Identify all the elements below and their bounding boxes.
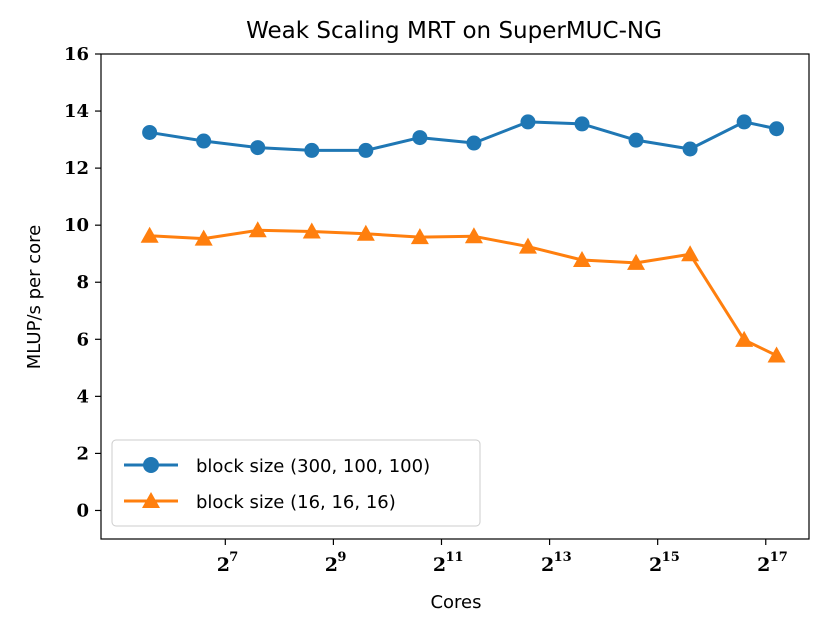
y-tick-label: 6 (76, 329, 89, 350)
data-point (769, 121, 785, 137)
x-tick-label: 2 (433, 554, 446, 576)
legend-label-series-1: block size (300, 100, 100) (196, 456, 430, 477)
y-tick-label: 16 (64, 44, 89, 65)
y-tick-label: 0 (76, 500, 89, 521)
data-point (358, 142, 374, 158)
y-axis: 0 2 4 6 8 10 12 14 16 (64, 44, 101, 521)
y-tick-label: 14 (64, 101, 89, 122)
data-point (518, 237, 537, 254)
data-point (464, 227, 483, 244)
data-point (735, 330, 754, 347)
data-point (248, 221, 267, 238)
x-tick-exponent: 11 (445, 550, 463, 565)
data-point (520, 114, 536, 130)
data-point (767, 346, 786, 363)
x-axis: 2 7 2 9 2 11 2 13 2 15 2 17 (217, 539, 788, 576)
data-point (682, 141, 698, 157)
x-tick-label: 2 (217, 554, 230, 576)
data-point (736, 114, 752, 130)
y-tick-label: 12 (64, 158, 89, 179)
x-tick-exponent: 17 (770, 550, 788, 565)
data-point (410, 228, 429, 245)
legend-marker-series-2 (142, 492, 160, 508)
x-tick-label: 2 (325, 554, 338, 576)
data-point (196, 133, 212, 149)
x-tick-exponent: 7 (229, 550, 238, 565)
legend-frame (111, 439, 481, 527)
x-tick-label: 2 (649, 554, 662, 576)
data-point (142, 124, 158, 140)
chart-title: Weak Scaling MRT on SuperMUC-NG (246, 18, 662, 44)
data-point (356, 224, 375, 241)
x-tick-exponent: 15 (662, 550, 680, 565)
x-axis-label: Cores (430, 592, 481, 613)
data-point (681, 245, 700, 262)
x-tick-exponent: 13 (554, 550, 572, 565)
data-point (250, 140, 266, 156)
series-line-1 (149, 120, 777, 152)
data-point (412, 130, 428, 146)
y-axis-label: MLUP/s per core (24, 225, 45, 369)
x-tick-label: 2 (757, 554, 770, 576)
y-tick-label: 2 (76, 443, 89, 464)
plot-area (140, 114, 786, 363)
data-point (302, 222, 321, 239)
data-point (194, 229, 213, 246)
series-line-2 (149, 228, 778, 357)
data-point (304, 142, 320, 158)
y-tick-label: 8 (76, 272, 89, 293)
data-point (574, 116, 590, 132)
data-point (573, 250, 592, 267)
data-point (628, 132, 644, 148)
data-point (627, 253, 646, 270)
legend-marker-series-1 (143, 457, 159, 473)
plot-frame (100, 53, 810, 540)
legend-label-series-2: block size (16, 16, 16) (196, 492, 396, 513)
legend: block size (300, 100, 100) block size (1… (111, 439, 481, 527)
data-point (466, 135, 482, 151)
y-tick-label: 10 (64, 215, 89, 236)
x-tick-exponent: 9 (337, 550, 346, 565)
data-point (140, 226, 159, 243)
x-tick-label: 2 (541, 554, 554, 576)
y-tick-label: 4 (76, 386, 89, 407)
